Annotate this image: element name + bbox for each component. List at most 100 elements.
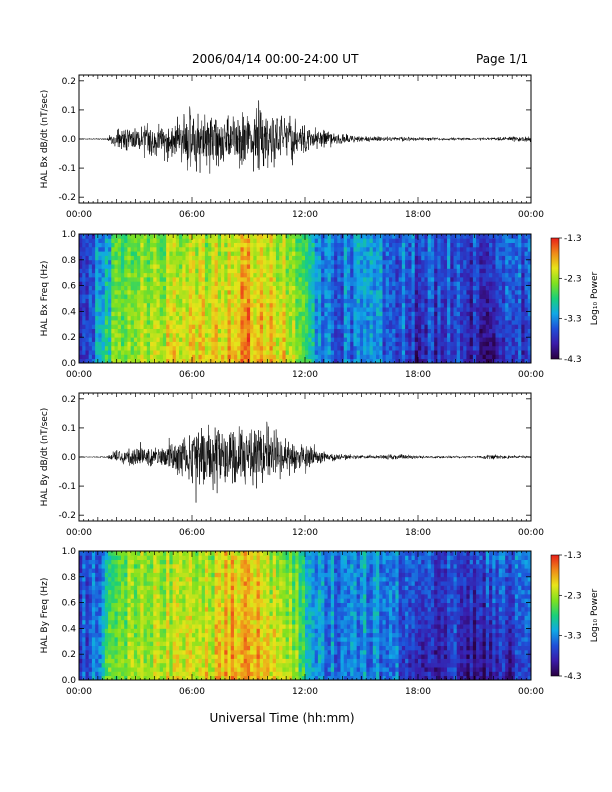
spectrogram-cell	[298, 246, 303, 252]
spectrogram-cell	[85, 315, 90, 321]
spectrogram-cell	[350, 264, 354, 269]
spectrogram-cell	[405, 289, 409, 295]
spectrogram-cell	[427, 272, 432, 278]
spectrogram-cell	[518, 272, 522, 278]
spectrogram-cell	[137, 324, 141, 329]
spectrogram-cell	[298, 255, 303, 261]
spectrogram-cell	[514, 350, 519, 355]
spectrogram-cell	[472, 315, 477, 321]
spectrogram-cell	[476, 272, 480, 278]
spectrogram-cell	[334, 251, 338, 256]
spectrogram-cell	[179, 350, 183, 355]
spectrogram-cell	[162, 311, 167, 317]
spectrogram-cell	[221, 345, 225, 351]
spectrogram-cell	[217, 251, 222, 256]
spectrogram-cell	[95, 238, 99, 243]
spectrogram-cell	[369, 272, 374, 278]
spectrogram-cell	[79, 251, 83, 256]
spectrogram-cell	[527, 350, 532, 355]
y-tick-label: -0.1	[58, 164, 76, 174]
spectrogram-cell	[350, 268, 354, 274]
spectrogram-cell	[524, 251, 529, 256]
spectrogram-cell	[398, 302, 403, 308]
spectrogram-cell	[272, 285, 277, 291]
spectrogram-cell	[204, 259, 209, 265]
spectrogram-cell	[279, 259, 283, 265]
spectrogram-cell	[469, 320, 474, 325]
spectrogram-cell	[340, 307, 345, 312]
spectrogram-cell	[88, 277, 93, 282]
spectrogram-cell	[485, 315, 490, 321]
spectrogram-cell	[524, 289, 529, 295]
spectrogram-cell	[104, 238, 109, 243]
spectrogram-cell	[379, 328, 383, 334]
spectrogram-cell	[434, 255, 438, 261]
spectrogram-cell	[418, 354, 422, 360]
spectrogram-cell	[508, 320, 513, 325]
spectrogram-cell	[211, 285, 215, 291]
spectrogram-cell	[224, 294, 228, 299]
spectrogram-cell	[198, 277, 203, 282]
spectrogram-cell	[376, 264, 380, 269]
spectrogram-cell	[308, 294, 312, 299]
spectrogram-cell	[340, 311, 345, 317]
spectrogram-cell	[301, 268, 306, 274]
spectrogram-cell	[204, 281, 209, 286]
spectrogram-cell	[114, 324, 119, 329]
spectrogram-cell	[259, 289, 264, 295]
spectrogram-cell	[524, 234, 529, 239]
spectrogram-cell	[259, 259, 264, 265]
spectrogram-cell	[501, 311, 506, 317]
spectrogram-cell	[233, 238, 238, 243]
spectrogram-cell	[398, 268, 403, 274]
spectrogram-cell	[295, 332, 299, 338]
spectrogram-cell	[227, 320, 232, 325]
spectrogram-cell	[337, 268, 341, 274]
spectrogram-cell	[208, 272, 212, 278]
spectrogram-cell	[472, 259, 477, 265]
spectrogram-cell	[443, 320, 448, 325]
spectrogram-cell	[79, 264, 83, 269]
spectrogram-cell	[108, 281, 112, 286]
spectrogram-cell	[237, 328, 241, 334]
spectrogram-cell	[327, 246, 332, 252]
spectrogram-cell	[143, 238, 148, 243]
spectrogram-cell	[501, 358, 506, 364]
spectrogram-cell	[143, 302, 148, 308]
spectrogram-cell	[111, 285, 115, 291]
spectrogram-cell	[511, 302, 516, 308]
spectrogram-cell	[204, 246, 209, 252]
spectrogram-cell	[456, 294, 461, 299]
spectrogram-cell	[463, 332, 467, 338]
spectrogram-cell	[489, 332, 493, 338]
spectrogram-cell	[143, 315, 148, 321]
spectrogram-cell	[369, 302, 374, 308]
spectrogram-cell	[495, 238, 500, 243]
spectrogram-cell	[411, 294, 416, 299]
spectrogram-cell	[263, 350, 267, 355]
spectrogram-cell	[427, 307, 432, 312]
spectrogram-cell	[253, 255, 257, 261]
spectrogram-cell	[285, 264, 290, 269]
spectrogram-cell	[372, 281, 377, 286]
spectrogram-cell	[295, 281, 299, 286]
spectrogram-cell	[527, 328, 532, 334]
spectrogram-cell	[253, 272, 257, 278]
spectrogram-cell	[101, 315, 106, 321]
spectrogram-cell	[211, 264, 215, 269]
spectrogram-cell	[430, 298, 435, 304]
spectrogram-cell	[91, 341, 96, 347]
spectrogram-cell	[275, 289, 280, 295]
spectrogram-cell	[88, 589, 93, 595]
spectrogram-cell	[330, 264, 335, 269]
spectrogram-cell	[324, 315, 328, 321]
spectrogram-cell	[185, 307, 190, 312]
spectrogram-cell	[179, 294, 183, 299]
spectrogram-cell	[140, 246, 144, 252]
spectrogram-cell	[479, 289, 483, 295]
spectrogram-cell	[511, 272, 516, 278]
spectrogram-cell	[505, 289, 509, 295]
spectrogram-cell	[117, 259, 122, 265]
spectrogram-cell	[466, 302, 471, 308]
spectrogram-cell	[221, 272, 225, 278]
